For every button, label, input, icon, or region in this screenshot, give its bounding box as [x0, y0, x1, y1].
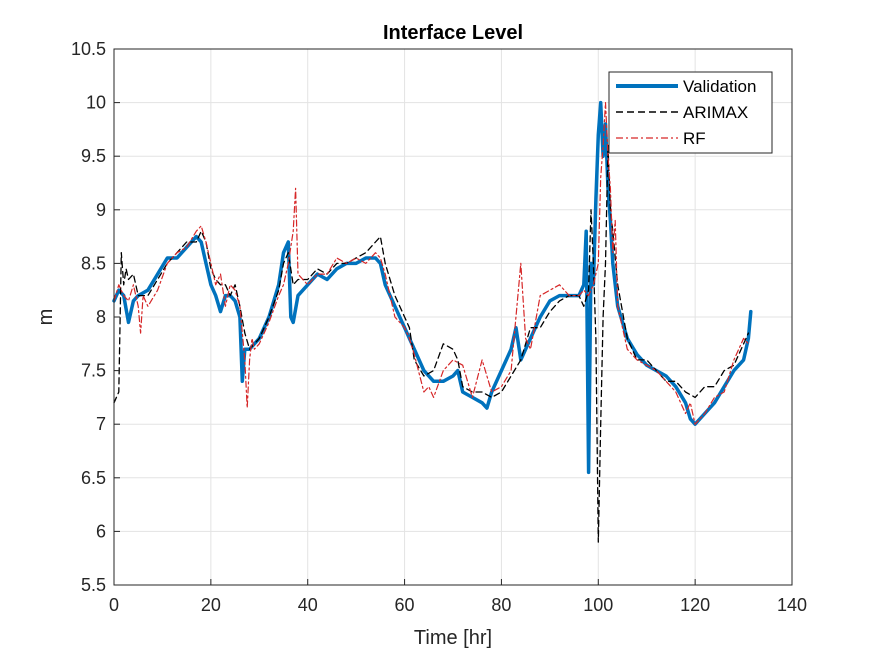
x-axis-title: Time [hr]	[414, 627, 492, 649]
y-tick-label: 6.5	[81, 468, 106, 488]
x-tick-labels: 0 20 40 60 80 100 120 140	[109, 595, 807, 615]
x-tick-label: 120	[680, 595, 710, 615]
legend: Validation ARIMAX RF	[608, 71, 773, 154]
legend-label-arimax: ARIMAX	[683, 103, 748, 122]
x-tick-label: 60	[395, 595, 415, 615]
y-tick-label: 9.5	[81, 146, 106, 166]
y-tick-label: 8	[96, 307, 106, 327]
legend-label-validation: Validation	[683, 77, 756, 96]
x-tick-label: 40	[298, 595, 318, 615]
y-tick-label: 10.5	[71, 39, 106, 59]
chart-title: Interface Level	[383, 22, 523, 44]
series-line-validation	[112, 100, 753, 475]
legend-label-rf: RF	[683, 129, 706, 148]
y-tick-labels: 5.5 6 6.5 7 7.5 8 8.5 9 9.5 10 10.5	[71, 39, 106, 595]
y-tick-label: 9	[96, 200, 106, 220]
y-tick-label: 7.5	[81, 361, 106, 381]
y-tick-label: 10	[86, 93, 106, 113]
tick-marks	[113, 48, 793, 586]
x-tick-label: 100	[583, 595, 613, 615]
x-tick-label: 140	[777, 595, 807, 615]
y-tick-label: 6	[96, 521, 106, 541]
y-axis-title: m	[35, 309, 57, 326]
series-layer	[112, 100, 753, 543]
x-tick-label: 0	[109, 595, 119, 615]
y-tick-label: 8.5	[81, 253, 106, 273]
x-tick-label: 80	[491, 595, 511, 615]
y-tick-label: 5.5	[81, 575, 106, 595]
series-line-rf	[113, 101, 750, 425]
x-tick-label: 20	[201, 595, 221, 615]
y-tick-label: 7	[96, 414, 106, 434]
